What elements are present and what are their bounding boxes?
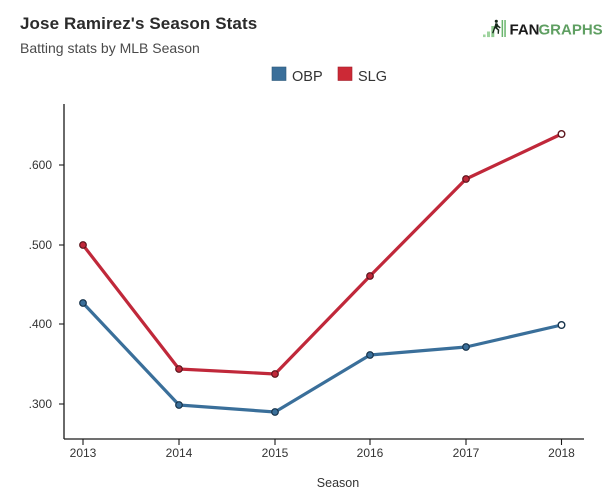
svg-text:.300: .300 bbox=[29, 397, 53, 411]
svg-text:GRAPHS: GRAPHS bbox=[539, 22, 603, 39]
svg-text:OBP: OBP bbox=[292, 69, 323, 85]
svg-text:2013: 2013 bbox=[70, 446, 97, 460]
svg-text:2015: 2015 bbox=[262, 446, 289, 460]
svg-text:.500: .500 bbox=[29, 238, 53, 252]
svg-text:FAN: FAN bbox=[510, 22, 540, 39]
svg-text:2014: 2014 bbox=[166, 446, 193, 460]
svg-text:2016: 2016 bbox=[357, 446, 384, 460]
svg-text:Season: Season bbox=[317, 476, 359, 490]
svg-text:.600: .600 bbox=[29, 158, 53, 172]
svg-text:.400: .400 bbox=[29, 317, 53, 331]
svg-text:2017: 2017 bbox=[453, 446, 480, 460]
svg-text:2018: 2018 bbox=[548, 446, 575, 460]
svg-text:SLG: SLG bbox=[358, 69, 387, 85]
